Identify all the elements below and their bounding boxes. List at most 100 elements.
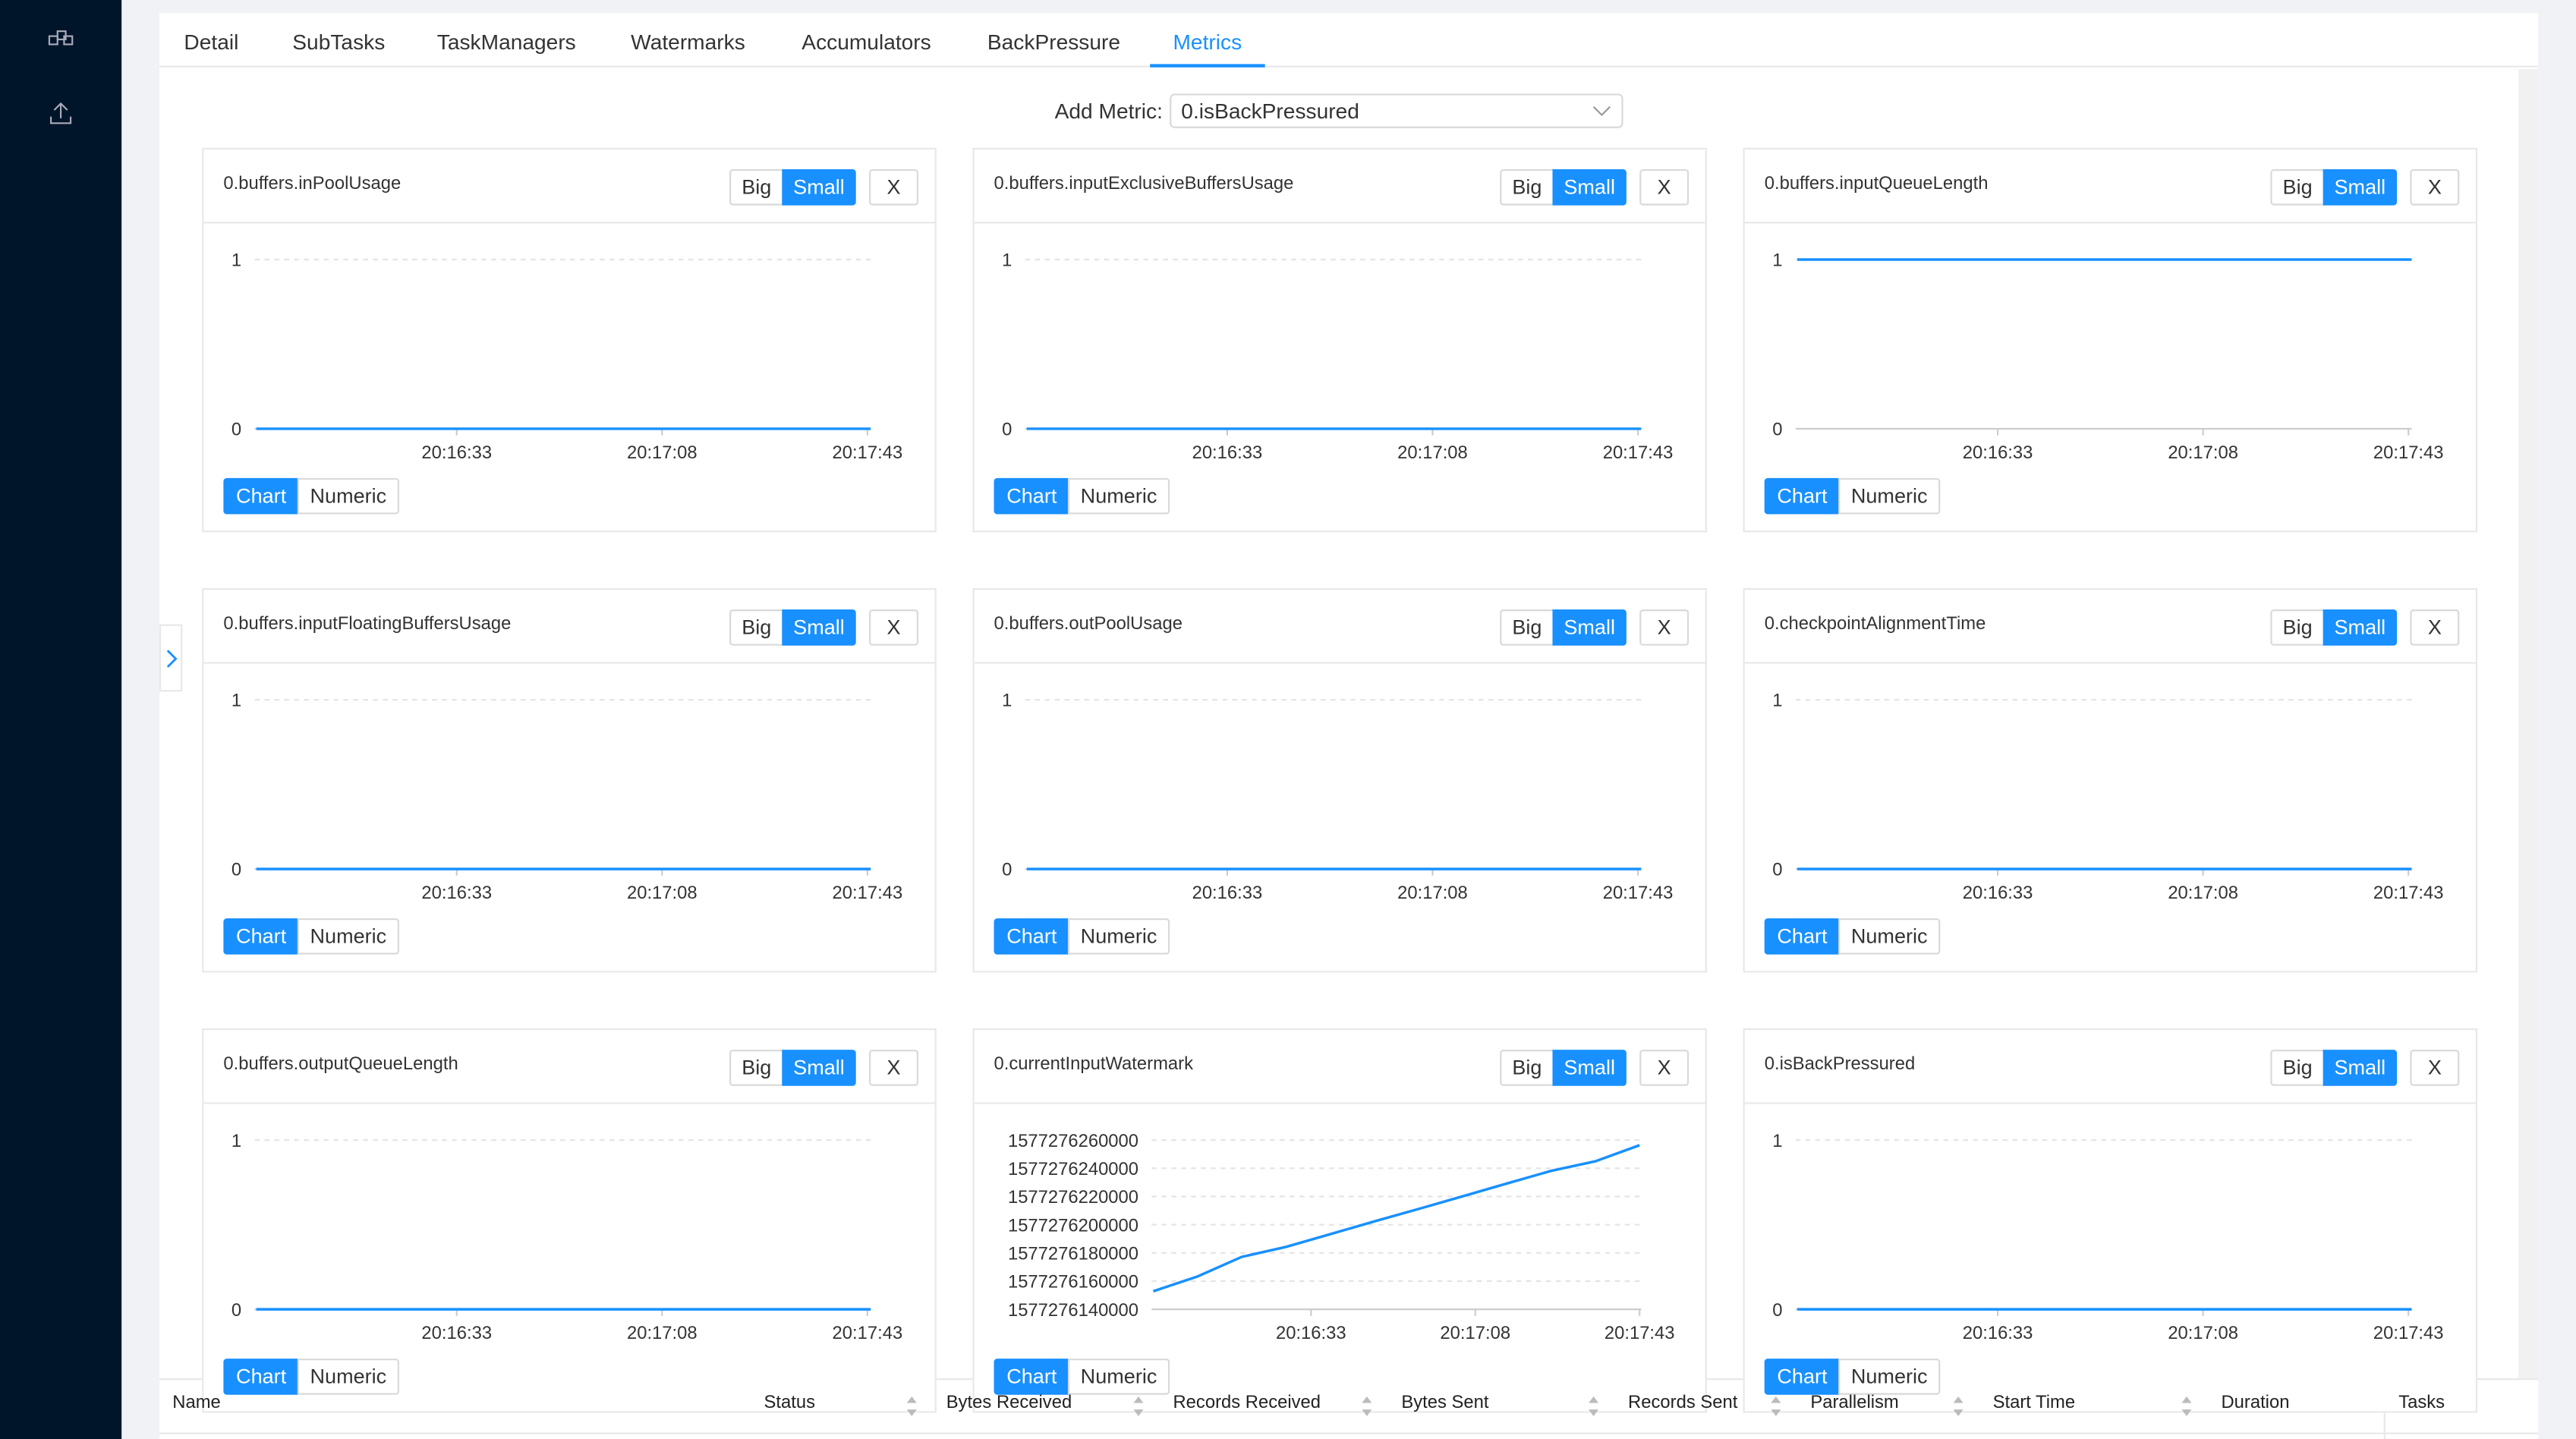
small-button[interactable]: Small — [782, 609, 856, 646]
panel-header-divider — [203, 222, 935, 224]
big-button[interactable]: Big — [729, 1050, 784, 1086]
small-button[interactable]: Small — [1552, 609, 1627, 646]
line-chart: 0 1 20:16:33 20:17:08 20:17:43 — [231, 250, 903, 463]
tab[interactable]: Metrics — [1173, 29, 1242, 55]
x-tick-label: 20:16:33 — [1963, 1323, 2033, 1343]
big-button[interactable]: Big — [1500, 168, 1554, 206]
column-header[interactable]: Name — [172, 1393, 221, 1413]
metric-panel: 0.buffers.inputFloatingBuffersUsage Big Sm… — [202, 587, 937, 973]
chart-button[interactable]: Chart — [1764, 918, 1841, 955]
x-tick-label: 20:16:33 — [421, 1323, 492, 1343]
tab[interactable]: TaskManagers — [436, 29, 576, 55]
sort-arrows — [2181, 1396, 2192, 1416]
panel-header-divider — [1744, 662, 2476, 664]
close-button[interactable]: X — [1639, 1050, 1690, 1086]
sort-icon[interactable] — [1769, 1395, 1782, 1418]
y-tick-label: 1577276200000 — [1008, 1215, 1138, 1236]
chart-button[interactable]: Chart — [223, 918, 299, 955]
metric-select[interactable]: 0.isBackPressured — [1170, 93, 1623, 128]
numeric-button[interactable]: Numeric — [1838, 477, 1941, 515]
numeric-button[interactable]: Numeric — [1838, 918, 1941, 955]
small-button[interactable]: Small — [2322, 1050, 2398, 1086]
sort-icon[interactable] — [905, 1395, 918, 1418]
tab[interactable]: Detail — [184, 29, 239, 55]
big-button[interactable]: Big — [2270, 609, 2325, 646]
icon-upload[interactable] — [49, 102, 72, 124]
close-button[interactable]: X — [1639, 168, 1690, 206]
sort-icon[interactable] — [1951, 1395, 1964, 1418]
numeric-button[interactable]: Numeric — [1067, 1359, 1170, 1395]
panel-title: 0.buffers.outPoolUsage — [994, 614, 1183, 634]
close-button[interactable]: X — [869, 1050, 918, 1086]
chart-button[interactable]: Chart — [1764, 1359, 1841, 1395]
panel-header-divider — [974, 662, 1705, 664]
big-button[interactable]: Big — [729, 168, 784, 206]
x-tick-label: 20:16:33 — [1192, 883, 1263, 903]
chart-button[interactable]: Chart — [223, 1359, 299, 1395]
sort-icon[interactable] — [1587, 1395, 1600, 1418]
close-button[interactable]: X — [2410, 168, 2460, 206]
column-header[interactable]: Start Time — [1992, 1393, 2076, 1413]
column-header[interactable]: Parallelism — [1810, 1393, 1899, 1413]
line-chart: 0 1 20:16:33 20:17:08 20:17:43 — [231, 691, 902, 903]
close-button[interactable]: X — [2410, 609, 2460, 646]
column-header[interactable]: Tasks — [2398, 1393, 2445, 1413]
y-tick-label: 1 — [231, 1131, 241, 1151]
numeric-button[interactable]: Numeric — [297, 477, 399, 515]
close-button[interactable]: X — [2410, 1050, 2460, 1086]
tab[interactable]: SubTasks — [292, 29, 386, 55]
x-tick-label: 20:17:08 — [2168, 1323, 2238, 1343]
panel-title: 0.checkpointAlignmentTime — [1764, 614, 1986, 634]
small-button[interactable]: Small — [782, 168, 856, 206]
sort-icon[interactable] — [2180, 1395, 2193, 1418]
tab[interactable]: Accumulators — [801, 29, 931, 55]
numeric-button[interactable]: Numeric — [297, 1359, 399, 1395]
chart-button[interactable]: Chart — [1764, 477, 1841, 515]
y-tick-label: 1577276260000 — [1008, 1131, 1138, 1151]
chart-button[interactable]: Chart — [223, 477, 299, 515]
panel-header-divider — [203, 1102, 935, 1104]
big-button[interactable]: Big — [2270, 168, 2325, 206]
column-header[interactable]: Records Sent — [1628, 1393, 1738, 1413]
small-button[interactable]: Small — [1552, 168, 1627, 206]
numeric-button[interactable]: Numeric — [1067, 477, 1170, 515]
column-header[interactable]: Records Received — [1173, 1393, 1321, 1413]
big-button[interactable]: Big — [1500, 609, 1554, 646]
numeric-button[interactable]: Numeric — [1838, 1359, 1941, 1395]
icon-jobs[interactable] — [48, 28, 74, 51]
numeric-button[interactable]: Numeric — [297, 918, 399, 955]
x-tick-label: 20:17:08 — [1397, 442, 1468, 463]
line-chart: 0 1 20:16:33 20:17:08 20:17:43 — [1002, 691, 1673, 903]
close-button[interactable]: X — [869, 609, 918, 646]
big-button[interactable]: Big — [1500, 1050, 1554, 1086]
chart-button[interactable]: Chart — [994, 1359, 1070, 1395]
small-button[interactable]: Small — [2322, 168, 2398, 206]
big-button[interactable]: Big — [729, 609, 784, 646]
sort-icon[interactable] — [1360, 1395, 1373, 1418]
numeric-button[interactable]: Numeric — [1067, 918, 1170, 955]
close-button[interactable]: X — [869, 168, 918, 206]
column-header[interactable]: Status — [764, 1393, 816, 1413]
tab[interactable]: Watermarks — [631, 29, 745, 55]
sort-icon[interactable] — [1132, 1395, 1145, 1418]
small-button[interactable]: Small — [2322, 609, 2398, 646]
x-tick-label: 20:17:43 — [833, 442, 903, 463]
chart-button[interactable]: Chart — [994, 918, 1070, 955]
tab[interactable]: BackPressure — [987, 29, 1121, 55]
y-tick-label: 1 — [231, 250, 241, 271]
panel-title: 0.buffers.inPoolUsage — [223, 174, 402, 194]
column-header[interactable]: Duration — [2221, 1393, 2290, 1413]
close-button[interactable]: X — [1639, 609, 1690, 646]
column-header[interactable]: Bytes Received — [946, 1393, 1072, 1413]
sidebar — [0, 0, 122, 1439]
metric-line — [1152, 1144, 1640, 1293]
column-header[interactable]: Bytes Sent — [1401, 1393, 1489, 1413]
small-button[interactable]: Small — [1552, 1050, 1627, 1086]
x-tick-label: 20:17:43 — [1604, 1323, 1675, 1343]
panel-header-divider — [203, 662, 935, 664]
small-button[interactable]: Small — [782, 1050, 856, 1086]
y-tick-label: 1577276240000 — [1008, 1159, 1138, 1179]
big-button[interactable]: Big — [2270, 1050, 2325, 1086]
chart-button[interactable]: Chart — [994, 477, 1070, 515]
collapse-handle[interactable] — [159, 624, 183, 692]
